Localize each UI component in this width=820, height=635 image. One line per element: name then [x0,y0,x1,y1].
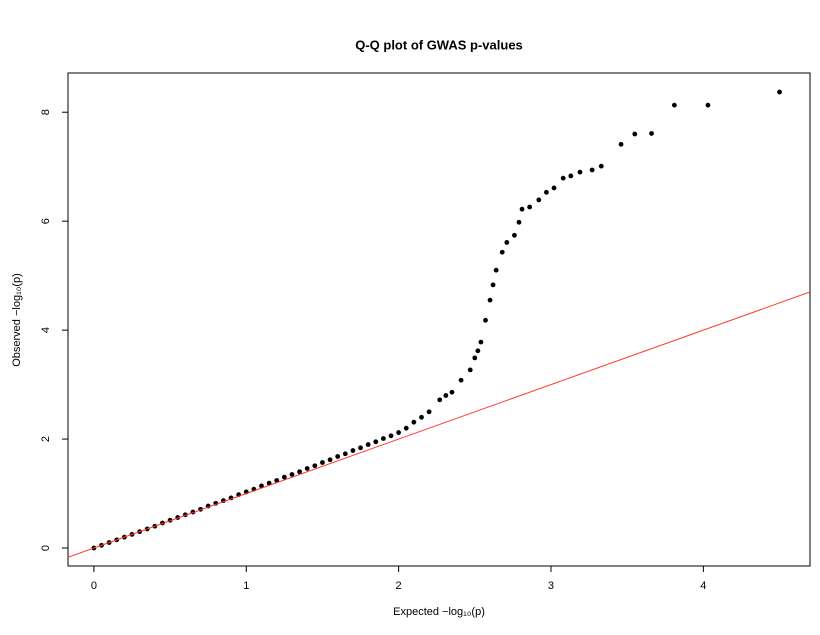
point [527,204,533,210]
point [312,463,318,469]
point [618,141,624,147]
point [551,185,557,191]
y-tick-label: 6 [40,218,52,224]
point [504,240,510,245]
point [304,466,310,471]
plot-frame [67,72,811,567]
point [380,436,386,441]
point [467,367,473,373]
x-tick-label: 2 [396,580,402,592]
point [487,297,493,303]
point [649,131,654,136]
point [365,442,371,447]
point [472,355,478,361]
point [589,167,595,173]
point [519,206,525,212]
point [671,102,677,108]
point [437,397,443,403]
point [396,430,402,435]
point [632,131,638,137]
point [373,439,379,445]
point [598,163,604,169]
point [388,433,394,439]
chart-title: Q-Q plot of GWAS p-values [355,37,523,52]
x-tick-label: 0 [91,580,97,592]
point [327,457,333,463]
point [358,445,363,451]
point [350,448,356,453]
point [705,102,711,108]
point [426,409,432,415]
point [483,317,488,323]
point [777,89,782,95]
y-axis-label: Observed −log₁₀(p) [11,273,23,367]
y-tick-label: 8 [40,109,52,115]
point [449,389,455,395]
x-tick-label: 1 [243,580,249,592]
point [259,483,264,489]
y-tick-label: 4 [40,327,52,333]
point [544,189,549,195]
point [266,480,272,486]
point [289,472,295,477]
point [320,460,325,465]
point [443,393,449,398]
x-tick-label: 4 [700,580,706,592]
point [577,169,583,175]
point [516,219,522,225]
point [499,249,505,255]
point [342,451,348,457]
x-tick-label: 3 [548,580,554,592]
point [536,197,542,203]
y-tick-label: 2 [40,436,52,442]
point [458,377,464,383]
point [490,282,496,288]
point [411,419,417,425]
point [274,478,280,483]
plot-area [68,89,810,558]
y-tick-label: 0 [40,545,52,551]
point [335,454,341,459]
point [493,267,499,273]
point [560,175,566,181]
point [403,425,409,431]
point [475,348,481,354]
x-axis-label: Expected −log₁₀(p) [393,606,485,618]
point [419,414,424,420]
point [568,173,574,179]
point [478,339,484,345]
point [512,232,517,238]
point [281,474,287,480]
reference-line [68,291,810,558]
point [297,469,302,475]
